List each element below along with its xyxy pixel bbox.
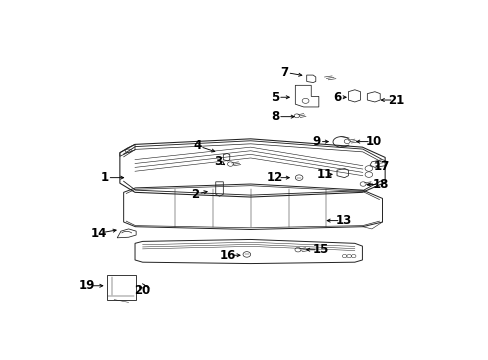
Text: 15: 15 (312, 243, 328, 256)
Text: 13: 13 (335, 214, 351, 227)
Text: 8: 8 (270, 110, 279, 123)
Text: 17: 17 (372, 160, 388, 173)
Text: 16: 16 (219, 249, 236, 262)
Text: 20: 20 (134, 284, 150, 297)
Text: 2: 2 (191, 188, 199, 201)
Text: 10: 10 (365, 135, 381, 148)
Text: 1: 1 (101, 171, 108, 184)
Text: 7: 7 (280, 66, 288, 79)
Text: 21: 21 (387, 94, 404, 107)
Text: 14: 14 (91, 226, 107, 240)
Text: 18: 18 (372, 178, 389, 191)
Text: 5: 5 (270, 91, 279, 104)
Text: 12: 12 (266, 171, 283, 184)
Text: 3: 3 (214, 154, 222, 167)
Text: 11: 11 (316, 168, 332, 181)
Text: 4: 4 (193, 139, 201, 152)
Text: 19: 19 (79, 279, 95, 292)
Text: 9: 9 (312, 135, 321, 148)
Text: 6: 6 (333, 91, 341, 104)
